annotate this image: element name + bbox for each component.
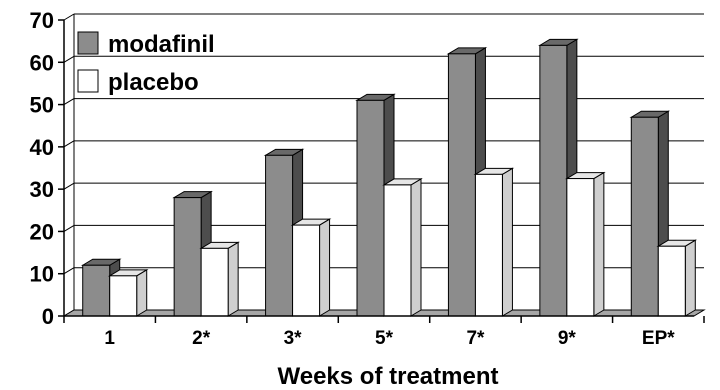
bar-side [319, 218, 331, 317]
bar-placebo [290, 218, 332, 317]
bar-front [292, 224, 321, 317]
bar-placebo [107, 268, 149, 317]
bar-front [200, 247, 229, 317]
y-tick-label: 0 [42, 304, 54, 329]
x-tick-label: 2* [192, 328, 211, 349]
bar-front [109, 275, 138, 317]
legend: modafinil placebo [77, 31, 215, 96]
y-tick-label: 70 [30, 8, 54, 33]
legend-item: modafinil [77, 31, 215, 58]
x-axis-title: Weeks of treatment [278, 363, 499, 390]
y-tick-label: 30 [30, 177, 54, 202]
bars [80, 38, 698, 317]
bar-front [82, 264, 111, 317]
x-axis: 1 2* 3* 5* 7* 9* EP* [63, 315, 705, 349]
gridline-side [63, 98, 75, 106]
bar-side [593, 171, 605, 317]
x-tick-label: EP* [642, 328, 675, 349]
bar-front [447, 53, 476, 317]
y-tick-label: 40 [30, 135, 54, 160]
x-tick-label: 3* [284, 328, 303, 349]
y-tick-label: 10 [30, 262, 54, 287]
gridline-side [63, 55, 75, 63]
bar-front [265, 154, 294, 317]
y-tick-label: 60 [30, 50, 54, 75]
bar-front [539, 44, 568, 317]
gridline-side [63, 267, 75, 275]
legend-label: modafinil [108, 31, 215, 58]
legend-swatch [77, 69, 99, 93]
bar-front [383, 184, 412, 317]
bar-placebo [382, 178, 423, 317]
y-tick-label: 50 [30, 93, 54, 118]
x-tick-label: 1 [104, 328, 115, 349]
bar-placebo [565, 171, 606, 317]
gridline-side [63, 182, 75, 190]
y-axis: 0 10 20 30 40 50 60 70 [30, 8, 65, 329]
y-tick-label: 20 [30, 219, 54, 244]
x-tick-label: 9* [558, 328, 577, 349]
bar-front [474, 173, 503, 317]
bar-side [136, 268, 148, 317]
bar-placebo [656, 239, 698, 317]
bar-front [566, 178, 595, 317]
bar-placebo [199, 241, 240, 317]
gridline-side [63, 224, 75, 232]
bar-front [630, 116, 659, 317]
bar-placebo [473, 167, 515, 317]
legend-label: placebo [108, 69, 199, 96]
gridline-side [63, 140, 75, 148]
bar-side [410, 178, 422, 317]
bar-side [684, 239, 696, 317]
gridline-side [63, 13, 75, 21]
legend-swatch [77, 31, 99, 55]
bar-front [173, 197, 202, 317]
bar-side [501, 167, 513, 317]
bar-front [657, 245, 686, 317]
bar-front [356, 99, 385, 317]
x-tick-label: 5* [375, 328, 394, 349]
bar-side [227, 241, 239, 317]
legend-item: placebo [77, 69, 199, 96]
x-tick-label: 7* [466, 328, 485, 349]
